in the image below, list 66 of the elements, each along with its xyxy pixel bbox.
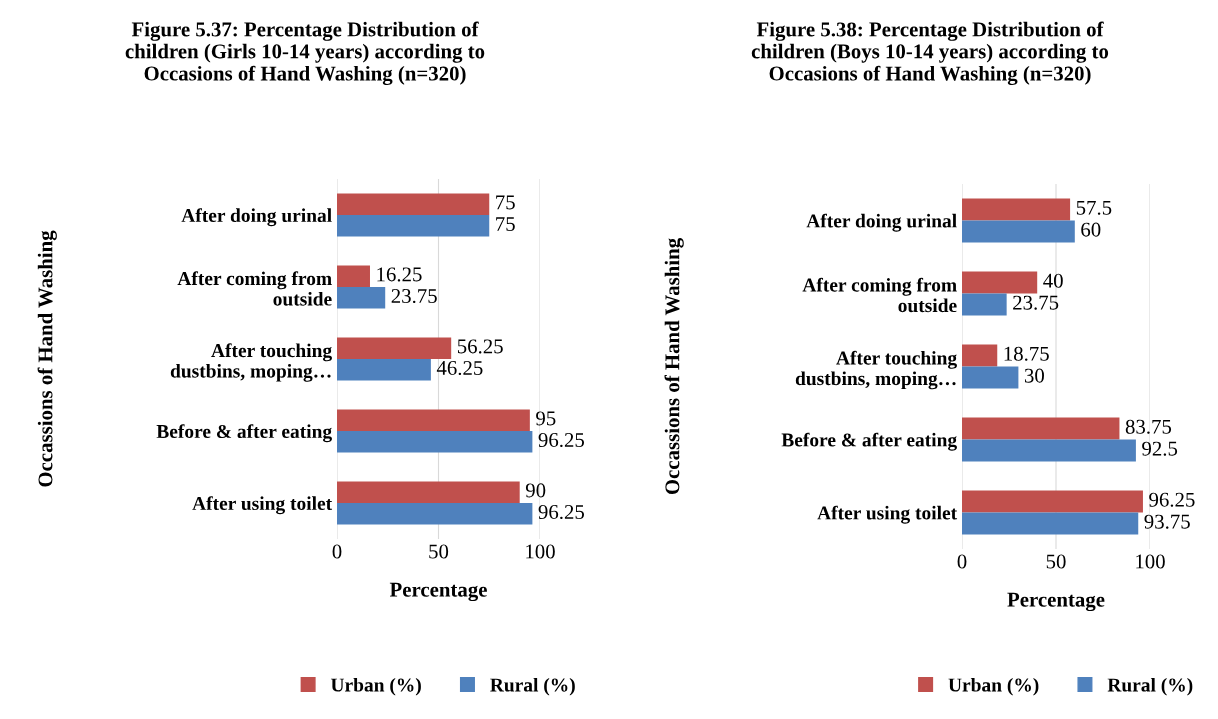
y-tick-label: After using toilet [192, 496, 333, 515]
bar [337, 337, 452, 359]
y-tick-label: After using toilet [817, 505, 958, 524]
data-label: 56.25 [457, 339, 503, 354]
data-label: 16.25 [377, 267, 422, 282]
data-label: 92.5 [1142, 441, 1178, 456]
legend-label: Urban (%) [948, 677, 1039, 696]
y-tick-label: After doing urinal [806, 213, 957, 232]
x-tick-label: 50 [1046, 554, 1066, 569]
data-label: 96.25 [1149, 492, 1195, 507]
bar [337, 359, 431, 381]
bar [337, 215, 490, 237]
y-axis-title: Occassions of Hand Washing [664, 238, 684, 495]
bar [337, 409, 530, 431]
y-tick-label: Before & after eating [156, 424, 332, 443]
data-label: 23.75 [1013, 295, 1059, 310]
bar [337, 431, 533, 453]
data-label: 18.75 [1004, 346, 1049, 361]
chart-title: Figure 5.37: Percentage Distribution of children (Girls 10-14 years) according to Occasions of Hand Washing (n=320) [125, 21, 485, 85]
data-label: 23.75 [391, 289, 437, 304]
bar [337, 265, 370, 287]
bar [337, 193, 490, 215]
bar [337, 481, 520, 503]
bar [962, 439, 1136, 462]
data-label: 46.25 [436, 361, 483, 376]
data-label: 83.75 [1125, 419, 1172, 434]
bar [962, 344, 998, 367]
data-label: 60 [1081, 222, 1101, 237]
y-tick-label: After coming from outside [802, 277, 957, 313]
legend-label: Rural (%) [1107, 677, 1193, 696]
bar [962, 198, 1071, 221]
x-tick-label: 50 [429, 544, 449, 559]
y-tick-label: Before & after eating [781, 432, 957, 451]
x-tick-label: 0 [957, 554, 967, 569]
x-tick-label: 100 [1136, 554, 1165, 569]
data-label: 95 [536, 411, 556, 426]
x-tick-label: 0 [332, 544, 342, 559]
y-axis-title: Occassions of Hand Washing [37, 230, 57, 487]
bar [962, 271, 1038, 294]
y-tick-label: After doing urinal [181, 208, 332, 227]
data-label: 93.75 [1144, 514, 1190, 529]
bar [337, 287, 386, 309]
data-label: 40 [1043, 273, 1063, 288]
bar [962, 366, 1019, 389]
y-tick-label: After touching dustbins, moping… [170, 343, 332, 382]
data-label: 57.5 [1076, 200, 1112, 215]
y-tick-label: After coming from outside [177, 271, 332, 306]
bar [962, 220, 1075, 243]
bar [962, 293, 1007, 316]
legend-label: Urban (%) [330, 677, 421, 696]
legend-label: Rural (%) [490, 677, 575, 696]
chart-title: Figure 5.38: Percentage Distribution of children (Boys 10-14 years) according to Occasions of Hand Washing (n=320) [751, 21, 1109, 85]
bar [962, 417, 1120, 440]
data-label: 30 [1024, 368, 1044, 383]
data-label: 90 [525, 483, 546, 498]
bar [962, 490, 1143, 513]
data-label: 96.25 [538, 505, 584, 520]
data-label: 75 [496, 217, 515, 232]
bar [337, 503, 533, 525]
x-axis-title: Percentage [389, 582, 487, 602]
x-axis-title: Percentage [1007, 592, 1105, 612]
x-tick-label: 100 [526, 544, 555, 559]
data-label: 75 [496, 195, 515, 210]
y-tick-label: After touching dustbins, moping… [795, 350, 957, 390]
data-label: 96.25 [538, 433, 584, 448]
bar [962, 512, 1139, 535]
